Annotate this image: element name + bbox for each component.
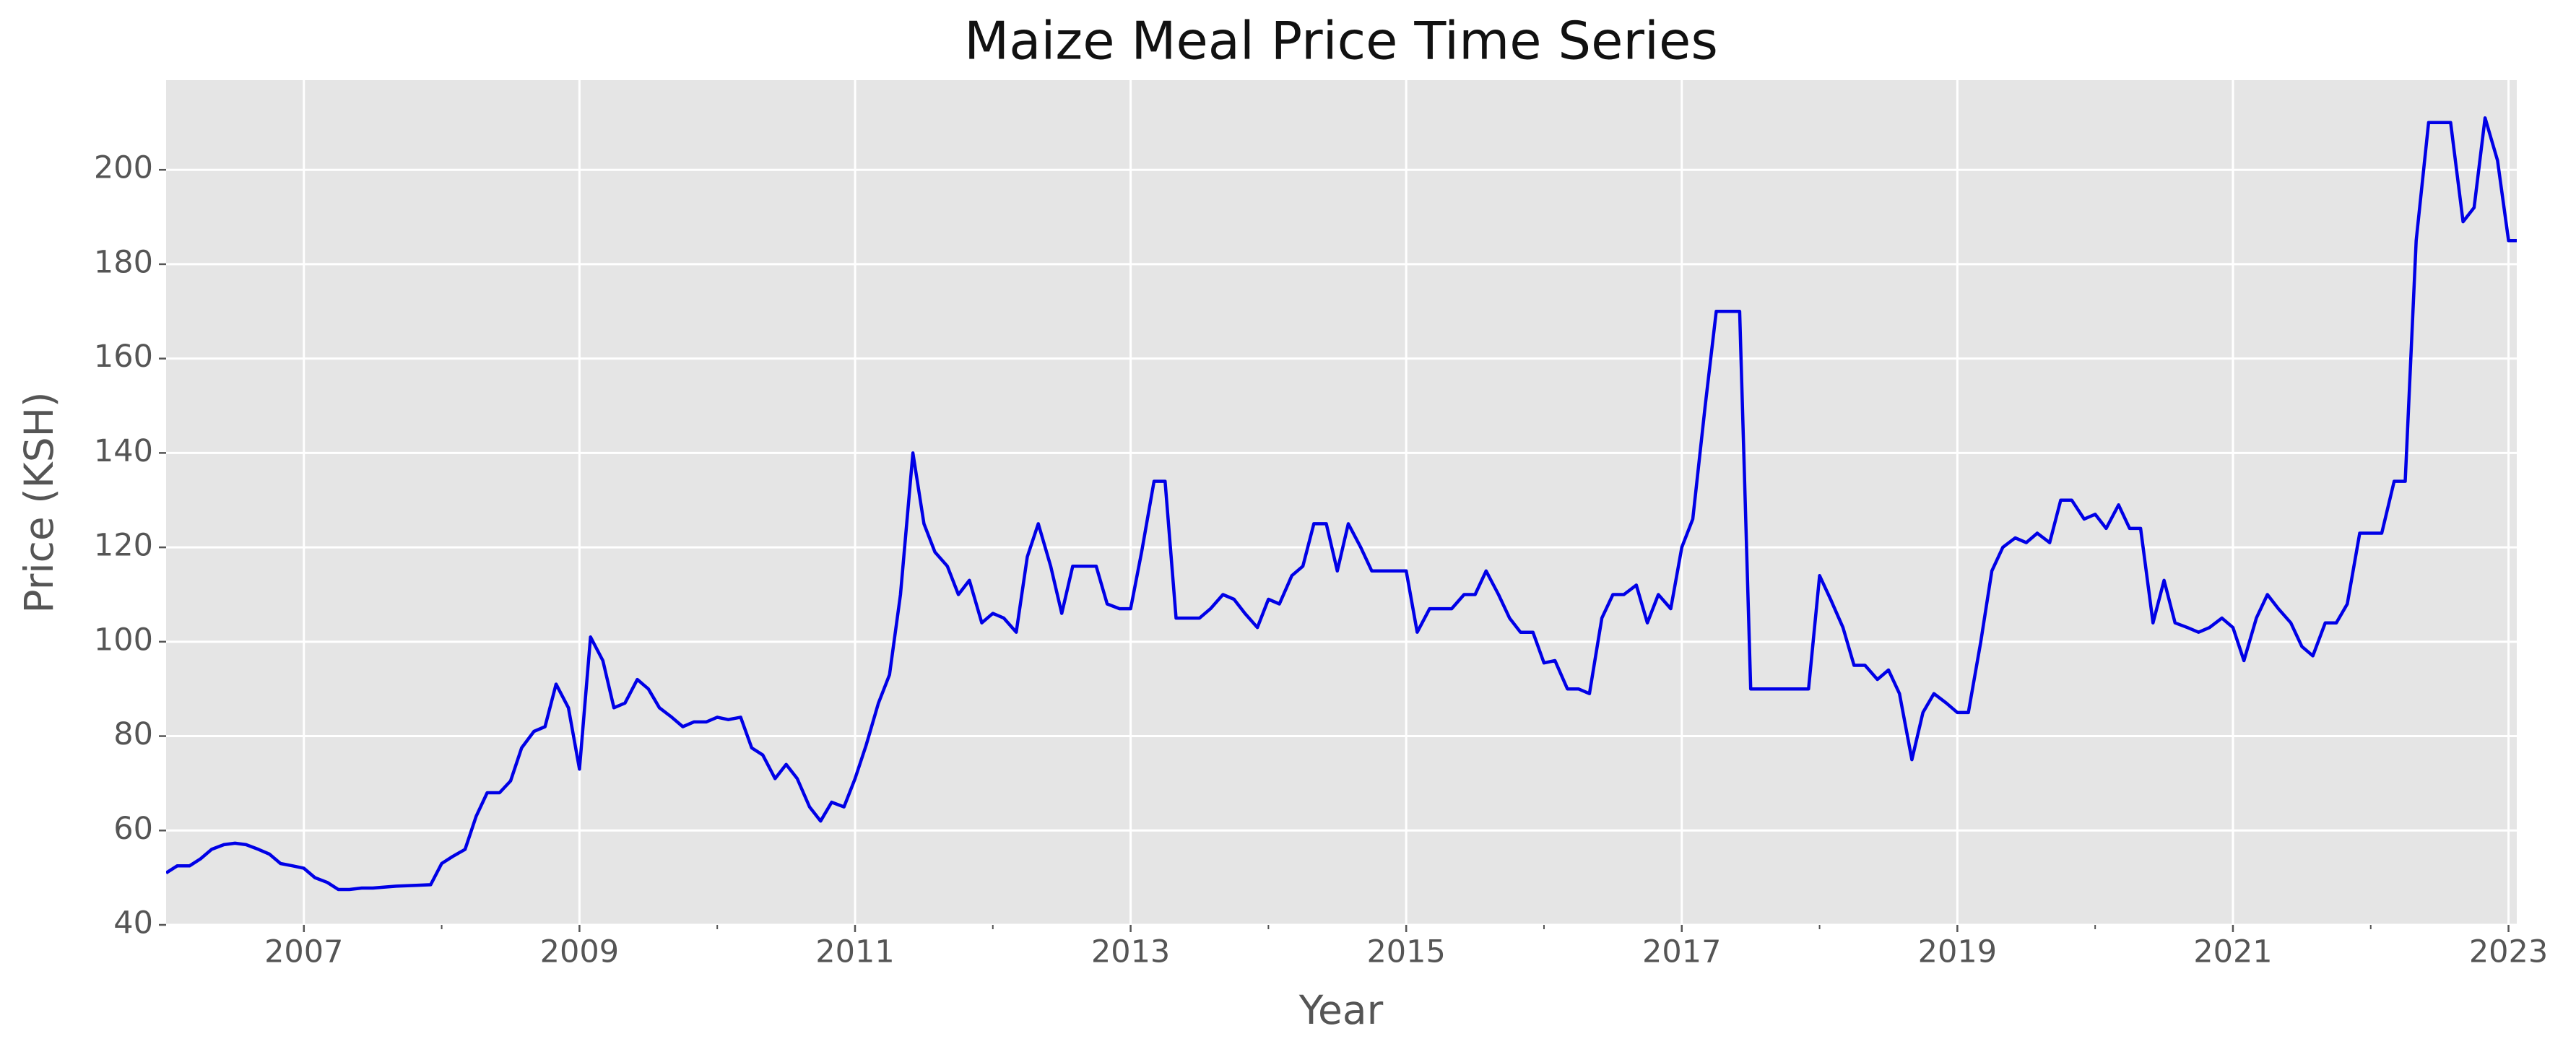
y-tick-label: 200 bbox=[94, 150, 153, 186]
x-tick-label: 2007 bbox=[264, 934, 343, 970]
x-tick-label: 2015 bbox=[1366, 934, 1445, 970]
x-axis-label: Year bbox=[1298, 987, 1384, 1033]
x-tick-label: 2017 bbox=[1642, 934, 1721, 970]
y-tick-label: 180 bbox=[94, 244, 153, 280]
x-tick-label: 2023 bbox=[2469, 934, 2548, 970]
plot-area bbox=[166, 80, 2517, 925]
line-series bbox=[166, 116, 2517, 892]
chart-title: Maize Meal Price Time Series bbox=[964, 11, 1718, 71]
y-tick-label: 140 bbox=[94, 433, 153, 469]
y-tick-label: 120 bbox=[94, 528, 153, 564]
y-tick-label: 160 bbox=[94, 339, 153, 375]
x-tick-label: 2021 bbox=[2193, 934, 2272, 970]
y-tick-label: 60 bbox=[113, 811, 153, 847]
x-tick-label: 2011 bbox=[815, 934, 894, 970]
x-tick-label: 2019 bbox=[1918, 934, 1997, 970]
y-tick-label: 80 bbox=[113, 716, 153, 752]
x-tick-label: 2013 bbox=[1091, 934, 1170, 970]
x-tick-label: 2009 bbox=[540, 934, 619, 970]
y-tick-label: 40 bbox=[113, 905, 153, 941]
y-axis-label: Price (KSH) bbox=[16, 392, 62, 614]
y-tick-label: 100 bbox=[94, 622, 153, 658]
